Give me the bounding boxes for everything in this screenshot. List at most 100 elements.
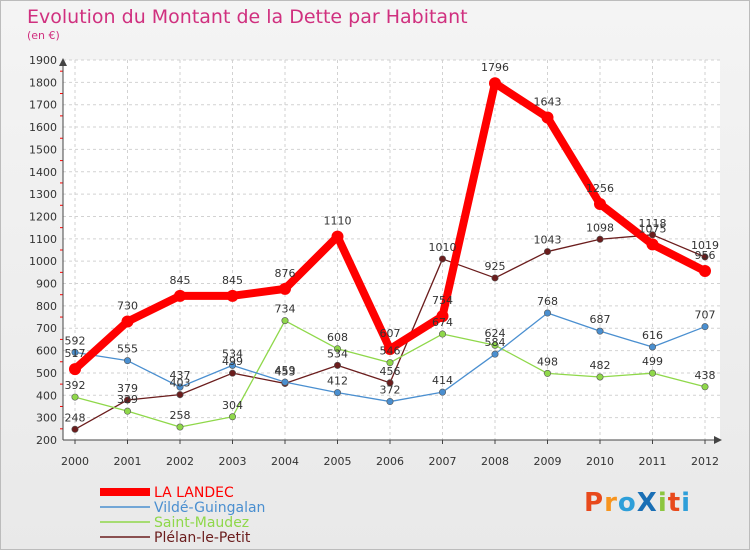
data-label: 1796 [481,61,509,74]
data-point [491,274,499,282]
y-tick-label: 700 [36,322,57,335]
data-point [229,361,237,369]
chart-title: Evolution du Montant de la Dette par Hab… [27,6,468,28]
data-point [648,369,656,377]
data-point [333,361,341,369]
brand-letter: o [617,488,637,518]
y-tick-label: 1300 [29,188,57,201]
data-point [176,423,184,431]
data-point [229,369,237,377]
data-label: 403 [170,377,191,390]
data-point [331,230,344,243]
data-label: 459 [275,364,296,377]
data-label: 456 [380,365,401,378]
x-tick-label: 2004 [271,455,299,468]
data-label: 1118 [639,217,667,230]
data-point [596,235,604,243]
y-tick-label: 1400 [29,166,57,179]
data-label: 555 [117,343,138,356]
data-label: 414 [432,374,453,387]
data-label: 329 [117,393,138,406]
data-point [436,310,449,323]
brand-letter: X [636,488,658,518]
x-tick-label: 2003 [219,455,247,468]
data-label: 624 [485,327,506,340]
data-label: 616 [642,329,663,342]
y-tick-label: 900 [36,278,57,291]
data-point [541,111,554,124]
x-tick-label: 2010 [586,455,614,468]
data-label: 608 [327,331,348,344]
data-point [543,309,551,317]
data-label: 845 [170,274,191,287]
data-point [438,388,446,396]
data-point [279,282,291,295]
data-point [648,231,656,239]
chart-subtitle: (en €) [27,29,60,42]
data-point [543,369,551,377]
data-label: 499 [222,355,243,368]
data-point [71,425,79,433]
brand-letter: t [667,488,682,518]
data-label: 1010 [429,241,457,254]
data-point [596,373,604,381]
brand-letter: i [657,488,668,518]
data-label: 534 [327,347,348,360]
data-point [333,389,341,397]
y-tick-label: 1000 [29,255,57,268]
data-point [71,348,79,356]
data-label: 1043 [534,234,562,247]
x-tick-label: 2008 [481,455,509,468]
x-tick-label: 2000 [61,455,89,468]
data-label: 707 [695,309,716,322]
legend-label: Plélan-le-Petit [154,530,251,546]
data-label: 437 [170,369,191,382]
data-point [491,341,499,349]
data-label: 499 [642,355,663,368]
data-point [281,317,289,325]
brand-letter: i [681,488,692,518]
data-label: 372 [380,384,401,397]
data-point [489,77,501,90]
data-label: 438 [695,369,716,382]
y-tick-label: 1600 [29,121,57,134]
data-point [543,248,551,256]
x-tick-label: 2001 [114,455,142,468]
data-point [646,238,659,251]
y-tick-label: 1800 [29,76,57,89]
x-tick-label: 2011 [639,455,667,468]
data-point [124,407,132,415]
data-label: 734 [275,303,296,316]
x-tick-label: 2006 [376,455,404,468]
data-point [229,413,237,421]
series-lines [69,77,711,433]
data-label: 730 [117,300,138,313]
data-point [174,289,186,302]
x-tick-label: 2005 [324,455,352,468]
data-point [491,350,499,358]
data-label: 1256 [586,182,614,195]
data-label: 687 [590,313,611,326]
y-tick-label: 800 [36,300,57,313]
data-label: 1075 [639,222,667,235]
data-label: 482 [590,359,611,372]
data-label: 392 [65,379,86,392]
data-label: 546 [380,345,401,358]
brand-letter: P [584,488,605,518]
y-tick-label: 400 [36,389,57,402]
data-label: 498 [537,355,558,368]
data-point [701,383,709,391]
x-tick-label: 2012 [691,455,719,468]
legend-label: LA LANDEC [154,485,234,501]
data-point [596,327,604,335]
y-tick-label: 200 [36,434,57,447]
data-point [648,343,656,351]
data-label: 607 [380,327,401,340]
data-label: 584 [485,336,506,349]
data-point [386,359,394,367]
data-point [226,289,239,302]
data-label: 453 [275,365,296,378]
data-label: 925 [485,260,506,273]
